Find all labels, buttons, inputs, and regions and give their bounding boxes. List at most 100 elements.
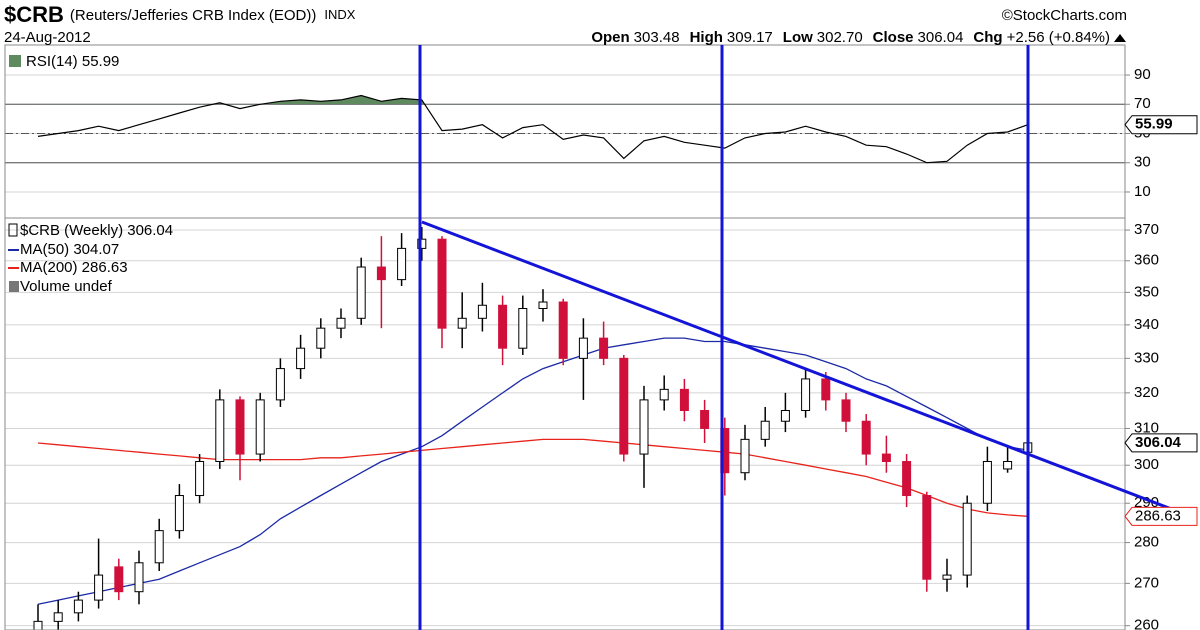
candle-body xyxy=(397,247,407,281)
candle-body xyxy=(619,357,629,455)
candle-body xyxy=(255,399,265,455)
candle-body xyxy=(174,495,184,532)
up-arrow xyxy=(1114,34,1126,42)
candle-body xyxy=(558,301,568,359)
title: $CRB (Reuters/Jefferies CRB Index (EOD)) I… xyxy=(4,2,356,27)
mark-layer xyxy=(33,94,1033,630)
candle-body xyxy=(780,410,790,422)
rsi-legend: RSI(14) 55.99 xyxy=(26,53,119,70)
quote-label: Chg xyxy=(973,29,1002,46)
candle-body xyxy=(841,399,851,422)
candle-body xyxy=(942,574,952,580)
y-tick-label: 280 xyxy=(1134,534,1159,551)
candle-body xyxy=(73,599,83,614)
candle-body xyxy=(296,347,306,370)
candle-body xyxy=(94,574,104,601)
quote-label: Low xyxy=(783,29,813,46)
quote-label: Open xyxy=(591,29,629,46)
last-value-label: 306.04 xyxy=(1135,434,1182,451)
last-value-label: 286.63 xyxy=(1135,507,1181,524)
candle-body xyxy=(154,530,164,564)
volume-legend-icon xyxy=(9,281,19,292)
last-value-box: 306.04 xyxy=(1124,433,1198,453)
y-tick-label: 360 xyxy=(1134,252,1159,269)
y-tick-label: 260 xyxy=(1134,617,1159,630)
plot-frame xyxy=(4,44,1126,630)
candle-body xyxy=(437,238,447,329)
candle-body xyxy=(639,399,649,455)
y-tick-label: 10 xyxy=(1134,183,1151,200)
candle-body xyxy=(376,266,386,281)
candle-legend-icon xyxy=(8,223,18,237)
candle-body xyxy=(518,308,528,349)
series-line xyxy=(37,438,1028,517)
quote-value: 302.70 xyxy=(817,29,863,46)
last-value-frame xyxy=(1124,433,1198,453)
y-tick-label: 300 xyxy=(1134,456,1159,473)
ma200-legend: MA(200) 286.63 xyxy=(20,259,128,276)
candle-body xyxy=(881,453,891,462)
candle-body xyxy=(477,304,487,319)
candle-body xyxy=(578,337,588,359)
candle-body xyxy=(195,460,205,497)
volume-legend: Volume undef xyxy=(20,278,113,295)
last-value-frame xyxy=(1124,115,1198,135)
trend-line xyxy=(421,220,1196,520)
candle-body xyxy=(821,378,831,401)
last-value-box: 286.63 xyxy=(1124,506,1198,526)
last-value-label: 55.99 xyxy=(1135,116,1173,133)
ma50-legend: MA(50) 304.07 xyxy=(20,241,119,258)
candle-body xyxy=(316,327,326,349)
quote-value: 309.17 xyxy=(727,29,773,46)
quote-value: 306.04 xyxy=(918,29,964,46)
candle-body xyxy=(53,612,63,622)
overbought-fill xyxy=(38,95,1028,105)
candle-body xyxy=(679,388,689,412)
candle-body xyxy=(498,304,508,349)
candle-body xyxy=(457,317,467,329)
candle-body xyxy=(902,460,912,497)
candle-body xyxy=(982,460,992,504)
y-tick-label: 310 xyxy=(1134,419,1159,436)
y-tick-label: 270 xyxy=(1134,574,1159,591)
candle-body xyxy=(740,438,750,474)
candle-body xyxy=(760,420,770,440)
series-line xyxy=(37,94,1029,164)
y-tick-label: 350 xyxy=(1134,283,1159,300)
candle-body xyxy=(275,368,285,401)
copyright: ©StockCharts.com xyxy=(1002,7,1127,24)
symbol: $CRB xyxy=(4,2,64,27)
candle-body xyxy=(215,399,225,462)
index-name: (Reuters/Jefferies CRB Index (EOD)) xyxy=(70,7,316,24)
price-legend: $CRB (Weekly) 306.04 xyxy=(20,222,173,239)
candle-body xyxy=(538,301,548,310)
candle-body xyxy=(861,420,871,455)
candle-body xyxy=(33,620,43,630)
candle-body xyxy=(417,238,427,249)
candle-body xyxy=(1003,460,1013,470)
last-value-box: 55.99 xyxy=(1124,115,1198,135)
candle-body xyxy=(336,317,346,329)
rsi-legend-icon xyxy=(9,55,21,67)
quote-label: Close xyxy=(873,29,914,46)
label-layer: 55.99 306.04 286.63 xyxy=(1124,115,1198,526)
candle-body xyxy=(134,562,144,593)
candle-body xyxy=(962,502,972,576)
y-tick-label: 90 xyxy=(1134,66,1151,83)
candle-body xyxy=(801,378,811,412)
candle-body xyxy=(356,266,366,319)
last-value-frame xyxy=(1124,506,1198,526)
y-tick-label: 30 xyxy=(1134,154,1151,171)
quote-value: 303.48 xyxy=(634,29,680,46)
candle-body xyxy=(922,495,932,580)
exchange: INDX xyxy=(324,7,355,22)
quote-label: High xyxy=(690,29,723,46)
candle-body xyxy=(114,566,124,593)
candle-body xyxy=(659,388,669,401)
y-tick-label: 330 xyxy=(1134,349,1159,366)
series-line xyxy=(37,337,1028,605)
y-tick-label: 70 xyxy=(1134,95,1151,112)
quote-value: +2.56 (+0.84%) xyxy=(1007,29,1110,46)
candle-body xyxy=(599,337,609,359)
